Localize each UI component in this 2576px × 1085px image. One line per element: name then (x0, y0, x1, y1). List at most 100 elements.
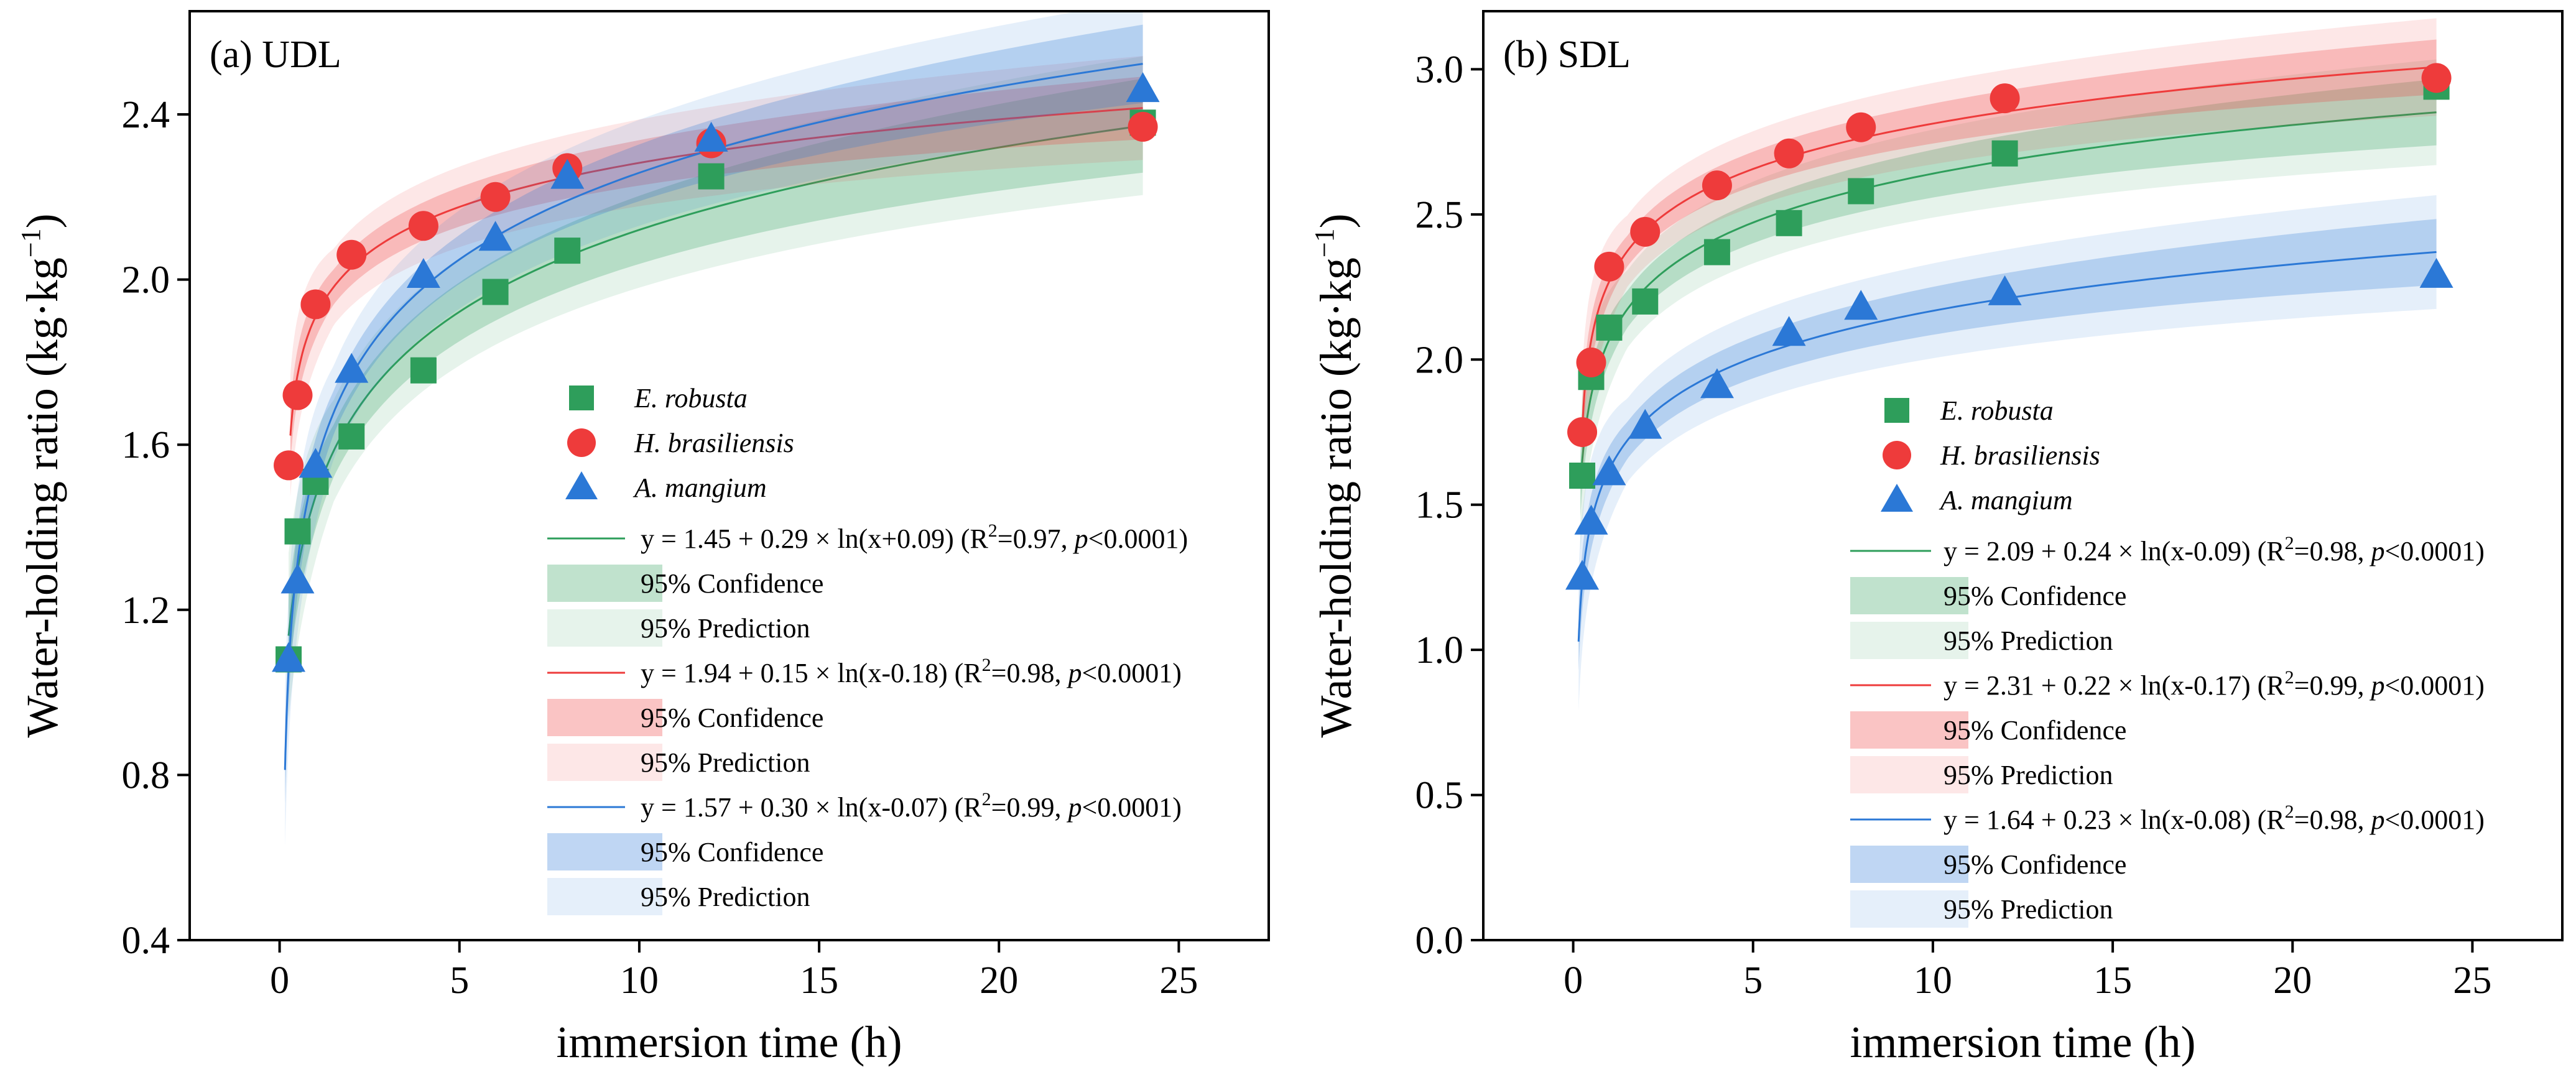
data-point-triangle (2419, 257, 2453, 288)
data-point-triangle (1126, 72, 1160, 103)
chart-panel-sdl: 0 5 10 15 20 25 0.0 0.5 1.0 1.5 2.0 2.5 3.0 immersion… (1309, 10, 2564, 1067)
fit-line-1 (1581, 66, 2437, 432)
legend-equation-sup: 2 (2285, 667, 2294, 688)
x-tick-label: 10 (620, 959, 659, 1002)
data-point-square (1703, 239, 1730, 265)
prediction-band-1 (1582, 18, 2437, 489)
x-tick-label: 25 (2453, 959, 2491, 1002)
data-point-circle (1567, 417, 1598, 447)
legend-prediction-swatch (1850, 756, 1968, 793)
legend-label: E. robusta (1940, 395, 2054, 426)
data-point-square (554, 238, 581, 264)
legend-equation: y = 1.57 + 0.30 × ln(x-0.07) (R2=0.99, p… (641, 789, 1182, 823)
y-tick-label: 0.8 (122, 754, 170, 796)
legend-prediction-swatch (547, 744, 662, 781)
data-point-triangle (478, 221, 512, 251)
y-tick-label: 0.5 (1415, 775, 1464, 817)
legend-equation-p: p (2369, 536, 2384, 566)
data-point-square (338, 423, 365, 450)
data-point-triangle (1628, 409, 1662, 439)
data-point-triangle (406, 257, 440, 288)
x-tick-label: 15 (2093, 959, 2132, 1002)
legend-equation-p-value: <0.0001) (2384, 670, 2484, 701)
legend-prediction-label: 95% Prediction (1944, 626, 2113, 656)
data-point-triangle (1592, 455, 1626, 486)
y-axis-title: Water-holding ratio (kg·kg−1) (1309, 213, 1361, 737)
prediction-band-0 (289, 56, 1143, 719)
confidence-band-0 (1580, 79, 2437, 517)
data-point-triangle (280, 563, 315, 594)
x-tick-label: 5 (1743, 959, 1763, 1002)
legend-equation-main: y = 2.09 + 0.24 × ln(x-0.09) (R (1944, 536, 2285, 566)
data-point-triangle (1565, 560, 1600, 590)
data-point-triangle (694, 121, 728, 152)
axes-frame (1482, 10, 2564, 941)
legend-equation-main: y = 1.64 + 0.23 × ln(x-0.08) (R (1944, 805, 2285, 835)
legend-equation: y = 1.64 + 0.23 × ln(x-0.08) (R2=0.98, p… (1944, 801, 2485, 835)
x-tick-label: 0 (1564, 959, 1583, 1002)
legend-equation-main: y = 1.94 + 0.15 × ln(x-0.18) (R (641, 658, 982, 688)
legend-prediction-label: 95% Prediction (641, 613, 810, 644)
legend-prediction-swatch (1850, 622, 1968, 659)
legend-marker-triangle (1881, 484, 1913, 512)
legend-confidence-swatch (1850, 577, 1968, 614)
panel-label: (b) SDL (1503, 34, 1631, 76)
legend-equation-sup: 2 (2285, 801, 2294, 822)
legend-confidence-swatch (1850, 846, 1968, 883)
legend-equation: y = 1.45 + 0.29 × ln(x+0.09) (R2=0.97, p… (641, 520, 1188, 554)
legend-label: A. mangium (1939, 485, 2073, 515)
legend-equation-r2: =0.99, (991, 792, 1068, 823)
x-axis-title: immersion time (h) (1850, 1017, 2196, 1067)
legend-equation-sup: 2 (2285, 533, 2294, 553)
legend: E. robusta H. brasiliensis A. mangium y = 2… (1850, 395, 2485, 928)
fit-line-2 (1577, 251, 2437, 642)
legend-equation-main: y = 1.45 + 0.29 × ln(x+0.09) (R (641, 524, 988, 554)
legend-confidence-label: 95% Confidence (641, 703, 823, 733)
legend-equation-r2: =0.98, (991, 658, 1068, 688)
y-tick-label: 2.0 (1415, 339, 1464, 381)
legend-equation-sup: 2 (982, 789, 991, 810)
legend-equation-main: y = 2.31 + 0.22 × ln(x-0.17) (R (1944, 670, 2285, 701)
legend-confidence-swatch (547, 699, 662, 736)
prediction-band-1 (290, 56, 1143, 497)
data-point-circle (480, 182, 511, 212)
data-point-triangle (335, 353, 369, 383)
legend-equation-p: p (2369, 670, 2384, 701)
legend-marker-triangle (565, 471, 598, 499)
data-point-triangle (1988, 275, 2022, 305)
legend-confidence-label: 95% Confidence (1944, 715, 2126, 746)
data-point-circle (336, 239, 367, 270)
data-point-circle (1774, 138, 1804, 169)
data-point-circle (1846, 112, 1876, 142)
data-point-square (1632, 288, 1659, 315)
data-point-circle (282, 380, 313, 410)
y-axis-title-main: Water-holding ratio (kg·kg (1311, 257, 1361, 738)
legend-equation-r2: =0.98, (2294, 805, 2371, 835)
plot-area (284, 11, 1143, 849)
legend-equation-p-value: <0.0001) (2384, 536, 2484, 566)
legend-equation-p-value: <0.0001) (1082, 658, 1181, 688)
y-tick-label: 2.5 (1415, 194, 1464, 236)
legend-marker-circle (1883, 441, 1911, 469)
legend-equation-p-value: <0.0001) (1082, 792, 1181, 823)
legend-equation-p: p (2369, 805, 2384, 835)
data-point-triangle (272, 642, 306, 672)
data-point-triangle (1700, 368, 1734, 399)
fit-line-1 (289, 107, 1143, 436)
legend-marker-square (569, 386, 594, 410)
legend-equation-p-value: <0.0001) (2384, 805, 2484, 835)
data-point-square (1596, 314, 1623, 341)
legend-confidence-swatch (547, 565, 662, 602)
x-tick-label: 0 (270, 959, 289, 1002)
y-tick-label: 1.2 (122, 589, 170, 632)
y-tick-label: 1.6 (122, 424, 170, 466)
data-point-circle (1594, 251, 1624, 282)
legend-confidence-swatch (547, 833, 662, 870)
y-tick-label: 3.0 (1415, 48, 1464, 91)
y-axis-title: Water-holding ratio (kg·kg−1) (16, 213, 67, 737)
axes-frame (188, 10, 1270, 941)
y-axis-title-close: ) (1311, 213, 1361, 228)
legend-equation-p-value: <0.0001) (1088, 524, 1188, 554)
y-tick-label: 0.0 (1415, 920, 1464, 962)
